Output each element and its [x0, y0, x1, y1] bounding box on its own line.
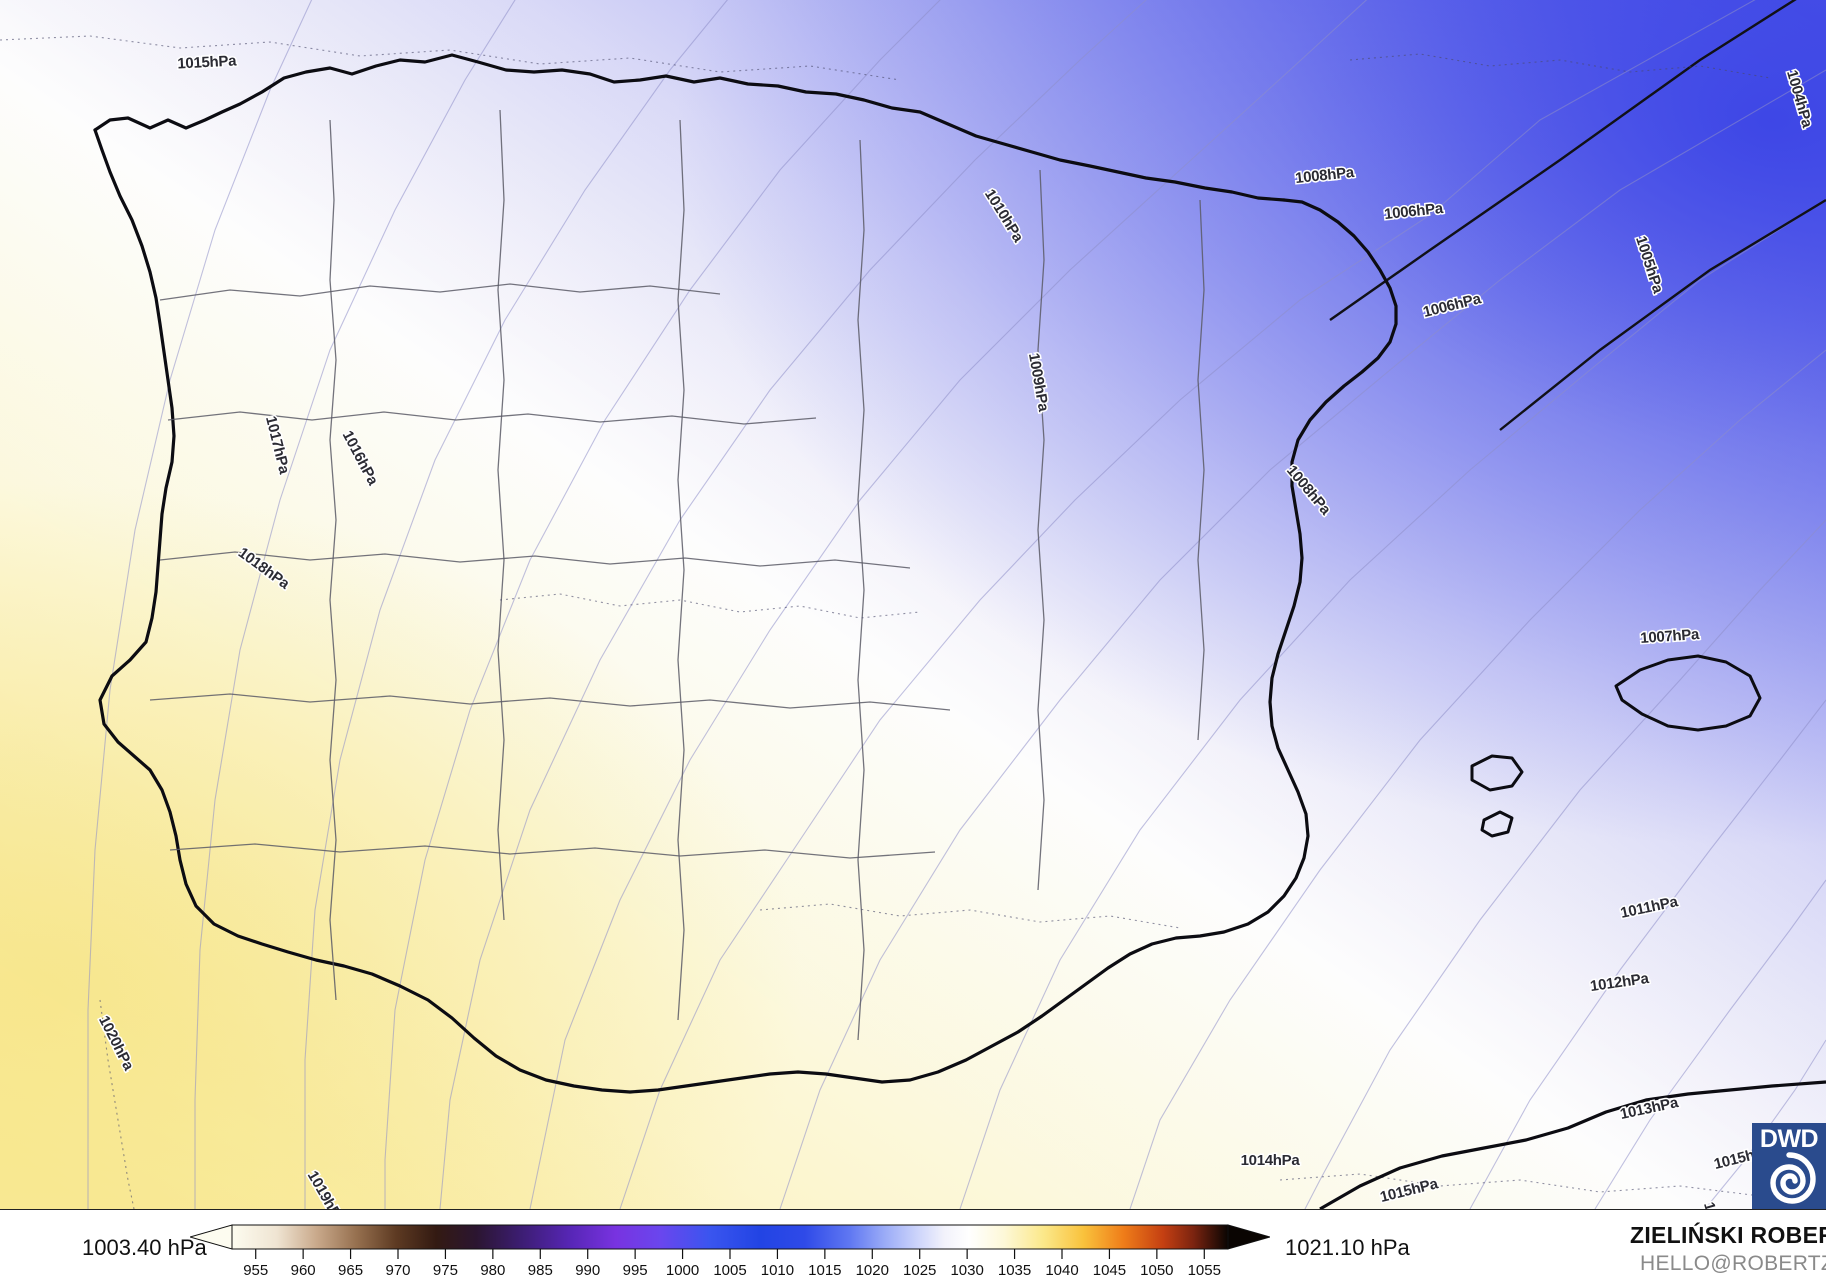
colorbar-tick-label: 1030 [950, 1262, 983, 1279]
author-email: HELLO@ROBERTZ.CO [1640, 1252, 1826, 1275]
colorbar-tick-label: 1050 [1140, 1262, 1173, 1279]
isobar-label: 1016hPa [1700, 1200, 1733, 1209]
colorbar-tick-label: 980 [480, 1262, 505, 1279]
legend-min-label: 1003.40 hPa [82, 1235, 207, 1260]
pressure-map-canvas[interactable]: 1015hPa 1017hPa 1016hPa 1018hPa 1020hPa 1019h… [0, 0, 1826, 1209]
colorbar-tick-label: 1020 [856, 1262, 889, 1279]
spiral-icon [1770, 1152, 1816, 1204]
isobar-label: 1014hPa [1241, 1152, 1301, 1169]
balearic-islands [1470, 654, 1762, 838]
isobar-major-lines [1329, 0, 1826, 431]
colorbar-tick-label: 1005 [713, 1262, 746, 1279]
colorbar-svg: 955 960 965 970 975 980 985 990 995 1000 1005 1010 1… [190, 1224, 1270, 1279]
colorbar-tick-label: 995 [623, 1262, 648, 1279]
colorbar-tick-label: 1025 [903, 1262, 936, 1279]
coastline-layer [93, 53, 1398, 1094]
legend-max-label: 1021.10 hPa [1285, 1235, 1410, 1260]
north-africa-coast [1319, 1080, 1826, 1209]
colorbar-tick-label: 960 [291, 1262, 316, 1279]
admin-border-layer [149, 109, 1205, 1041]
colorbar-under-arrow [190, 1224, 233, 1250]
colorbar-tick-label: 970 [385, 1262, 410, 1279]
colorbar-gradient-bar [231, 1224, 1229, 1250]
colorbar-tick-label: 1010 [761, 1262, 794, 1279]
colorbar-tick-label: 965 [338, 1262, 363, 1279]
isobar-label: 1007hPa [1640, 626, 1701, 647]
dwd-logo[interactable]: DWD [1752, 1123, 1826, 1209]
author-credit: ZIELIŃSKI ROBERT [1630, 1222, 1826, 1248]
colorbar-tick-label: 1045 [1093, 1262, 1126, 1279]
isobar-label: 1015hPa [177, 52, 238, 72]
colorbar-over-arrow [1227, 1224, 1270, 1250]
colorbar-tick-label: 1055 [1188, 1262, 1221, 1279]
colorbar-tick-label: 985 [528, 1262, 553, 1279]
isobar-band-edges [87, 0, 1826, 1209]
colorbar-tick-label: 1035 [998, 1262, 1031, 1279]
dwd-logo-text: DWD [1759, 1125, 1819, 1153]
colorbar-tick-label: 1015 [808, 1262, 841, 1279]
colorbar[interactable]: 955 960 965 970 975 980 985 990 995 1000 1005 1010 1… [190, 1224, 1270, 1284]
colorbar-tick-labels: 955 960 965 970 975 980 985 990 995 1000 1005 1010 1… [243, 1262, 1221, 1279]
colorbar-tick-label: 990 [575, 1262, 600, 1279]
grid-dotted-layer [0, 35, 1771, 1209]
pressure-field-fill [0, 0, 1826, 1209]
colorbar-tick-label: 1040 [1045, 1262, 1078, 1279]
colorbar-tick-label: 955 [243, 1262, 268, 1279]
colorbar-tick-label: 975 [433, 1262, 458, 1279]
colorbar-tick-label: 1000 [666, 1262, 699, 1279]
legend-area: 1003.40 hPa 955 960 965 970 975 980 985 990 995 1… [0, 1209, 1826, 1287]
colorbar-ticks [255, 1249, 1205, 1259]
